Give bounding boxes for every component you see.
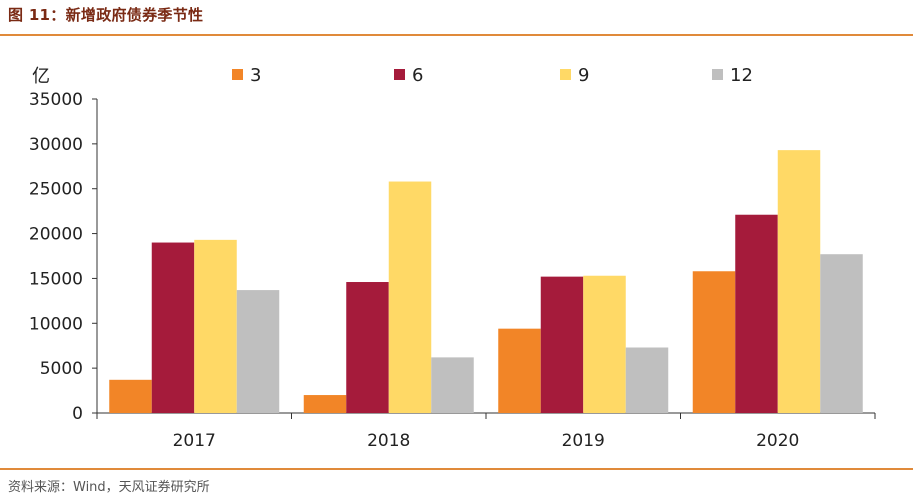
bar-2019-6 [540, 276, 584, 413]
legend-label-9: 9 [578, 65, 589, 86]
y-tick-label: 0 [72, 404, 83, 424]
y-tick-label: 15000 [29, 269, 83, 289]
bar-2017-12 [236, 290, 280, 413]
bar-2019-3 [498, 328, 541, 413]
x-tick-label: 2018 [367, 431, 410, 451]
y-tick-label: 35000 [29, 90, 83, 110]
legend-swatch-6 [394, 69, 405, 80]
bar-2020-3 [692, 271, 736, 413]
legend-label-3: 3 [250, 65, 261, 86]
legend-label-12: 12 [730, 65, 753, 86]
figure-title: 图 11：新增政府债券季节性 [8, 6, 204, 24]
legend-swatch-12 [712, 69, 723, 80]
bar-2018-9 [388, 181, 432, 413]
bar-2019-12 [625, 347, 669, 413]
bar-2020-6 [735, 214, 778, 413]
legend-swatch-9 [560, 69, 571, 80]
x-tick-label: 2019 [562, 431, 605, 451]
source-note: 资料来源：Wind，天风证券研究所 [8, 480, 210, 495]
bar-2020-9 [777, 150, 821, 413]
bar-2018-6 [346, 282, 389, 413]
y-axis-unit: 亿 [32, 66, 50, 87]
y-tick-label: 10000 [29, 314, 83, 334]
y-tick-label: 5000 [40, 359, 83, 379]
y-tick-label: 20000 [29, 225, 83, 245]
bar-2019-9 [583, 275, 626, 413]
bar-2020-12 [820, 254, 863, 413]
x-tick-label: 2020 [756, 431, 799, 451]
bar-2018-12 [431, 357, 474, 413]
bar-2018-3 [303, 395, 347, 413]
bottom-divider [0, 468, 913, 470]
y-tick-label: 30000 [29, 135, 83, 155]
y-tick-label: 25000 [29, 180, 83, 200]
top-divider [0, 34, 913, 36]
bar-chart: 0 5000 10000 15000 20000 25000 30000 35000 亿 2017… [29, 65, 876, 451]
legend-swatch-3 [232, 69, 243, 80]
legend-label-6: 6 [412, 65, 423, 86]
bar-2017-6 [151, 242, 195, 413]
bar-2017-3 [109, 379, 152, 413]
x-tick-label: 2017 [173, 431, 216, 451]
bar-2017-9 [194, 239, 237, 413]
